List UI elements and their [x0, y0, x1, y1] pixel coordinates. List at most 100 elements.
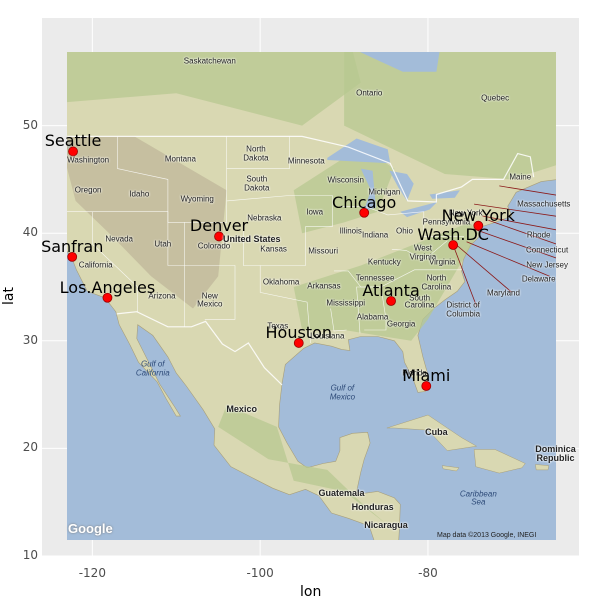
city-label: Los.Angeles	[59, 277, 156, 297]
place-label: Gulf of	[330, 383, 355, 393]
callout-leader-line	[466, 241, 550, 277]
city-point	[448, 240, 459, 250]
city-point	[102, 292, 113, 303]
city-label: Houston	[265, 322, 333, 342]
x-tick-label: -80	[418, 566, 438, 580]
political-border	[67, 135, 535, 203]
basemap-image	[42, 18, 556, 540]
callout-leader-line	[488, 219, 556, 245]
place-label: Michigan	[368, 187, 401, 197]
political-border	[339, 206, 464, 237]
place-label: New York	[448, 208, 483, 218]
place-label: Idaho	[129, 189, 150, 199]
place-label: Illinois	[339, 226, 362, 236]
place-label: Colorado	[197, 241, 231, 251]
city-point	[359, 207, 370, 218]
callout-leader-line	[473, 228, 556, 259]
city-points	[67, 146, 484, 391]
political-border	[116, 311, 283, 386]
callout-leader-line	[452, 244, 477, 307]
place-label: Nebraska	[247, 213, 282, 223]
place-label: United States	[223, 233, 281, 244]
y-tick-label: 50	[22, 117, 38, 132]
place-label: Wyoming	[180, 194, 214, 204]
place-label: Delaware	[521, 274, 556, 284]
political-border	[226, 195, 333, 266]
place-label: Mexico	[197, 299, 223, 309]
place-label: Maryland	[487, 288, 520, 298]
place-label: Ohio	[396, 226, 413, 236]
political-border	[226, 136, 290, 169]
place-label: Arizona	[148, 291, 176, 301]
place-label: Iowa	[306, 207, 324, 217]
place-label: Missouri	[308, 246, 338, 256]
place-label: Georgia	[386, 319, 416, 329]
x-tick-label: -100	[246, 566, 274, 580]
place-label: Virginia	[428, 257, 456, 267]
place-label: Caribbean	[459, 489, 497, 499]
place-label: Oregon	[74, 185, 102, 195]
place-label: New	[201, 291, 218, 301]
place-label: Republic	[536, 453, 575, 464]
callout-leader-line	[499, 185, 556, 196]
place-label: California	[135, 368, 170, 378]
terrain-shading	[293, 222, 479, 341]
place-label: Alabama	[356, 312, 389, 322]
caribbean-island	[535, 464, 550, 471]
y-tick-label: 20	[22, 440, 38, 455]
political-border	[259, 265, 311, 344]
place-label: Guatemala	[318, 487, 365, 498]
place-label: Columbia	[446, 309, 481, 319]
place-label: South	[246, 174, 268, 184]
place-label: Montana	[164, 154, 197, 164]
y-axis-title: lat	[0, 287, 17, 305]
place-label: Mexico	[226, 403, 257, 414]
place-label: Pennsylvania	[422, 217, 471, 227]
lake-water	[389, 170, 414, 201]
y-tick-label: 30	[22, 332, 38, 347]
place-label: Nicaragua	[364, 519, 408, 530]
place-label: Virginia	[409, 252, 437, 262]
place-label: Carolina	[404, 300, 435, 310]
place-label: Kentucky	[367, 257, 401, 267]
place-label: Dakota	[244, 183, 270, 193]
place-label: Kansas	[260, 244, 287, 254]
place-label: Carolina	[421, 282, 452, 292]
place-label: Massachusetts	[517, 199, 571, 209]
place-label: Texas	[267, 321, 289, 331]
city-label: Miami	[402, 365, 451, 385]
city-label: Wash.DC	[417, 225, 489, 245]
place-label: Sea	[471, 497, 486, 507]
place-label: North	[246, 144, 266, 154]
city-label: Atlanta	[362, 280, 420, 300]
place-label: West	[413, 243, 432, 253]
political-border	[92, 211, 138, 312]
callout-leader-line	[474, 203, 556, 217]
place-label: Mississippi	[326, 298, 366, 308]
place-label: Mexico	[329, 392, 356, 402]
place-label: Gulf of	[140, 359, 165, 369]
place-label: Dakota	[243, 153, 269, 163]
terrain-shading	[344, 52, 556, 180]
city-label: Chicago	[332, 192, 397, 212]
city-point	[473, 220, 484, 231]
place-label: California	[78, 260, 113, 270]
terrain-shading	[293, 147, 395, 234]
caribbean-island	[473, 449, 526, 474]
place-label: Ontario	[356, 88, 383, 98]
google-logo: Google	[68, 521, 113, 536]
lake-water	[400, 202, 438, 218]
place-label: Saskatchewan	[183, 56, 236, 66]
lake-water	[42, 18, 92, 29]
y-tick-label: 10	[22, 548, 38, 562]
place-label: Rhode	[526, 230, 551, 240]
city-point	[293, 338, 304, 348]
place-label: North	[426, 273, 447, 283]
city-label: Seattle	[44, 131, 102, 151]
terrain-shading	[67, 52, 361, 126]
caribbean-island	[441, 465, 460, 472]
place-label: Tennessee	[355, 273, 395, 283]
place-label: District of	[446, 300, 480, 310]
place-label: Oklahoma	[262, 277, 300, 287]
